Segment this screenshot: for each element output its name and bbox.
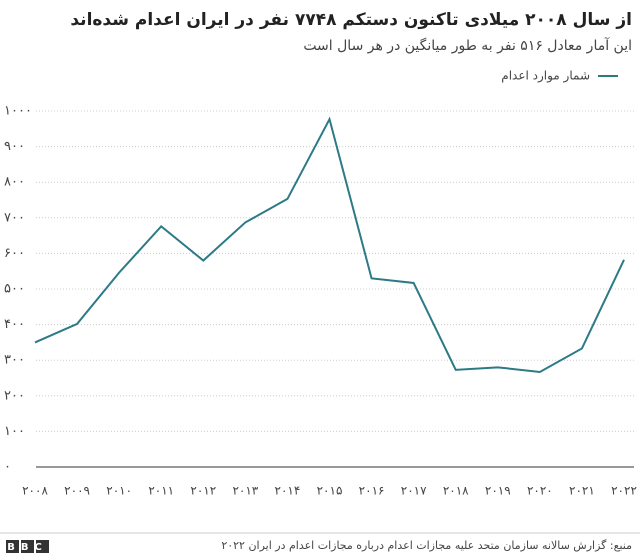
x-tick-label: ۲۰۰۹ — [64, 484, 90, 498]
y-tick-label: ۷۰۰ — [4, 210, 25, 225]
legend-label: شمار موارد اعدام — [501, 69, 590, 84]
x-tick-label: ۲۰۱۷ — [401, 484, 427, 498]
x-tick-label: ۲۰۲۰ — [527, 484, 553, 498]
logo-text: BBC — [7, 542, 48, 553]
y-tick-label: ۳۰۰ — [4, 353, 25, 368]
x-tick-label: ۲۰۱۸ — [443, 484, 469, 498]
x-tick-label: ۲۰۱۶ — [359, 484, 385, 498]
y-tick-label: ۸۰۰ — [4, 175, 25, 190]
y-tick-label: ۶۰۰ — [4, 246, 25, 261]
x-tick-label: ۲۰۱۵ — [317, 484, 343, 498]
x-tick-label: ۲۰۲۱ — [569, 484, 595, 498]
data-line — [34, 116, 625, 373]
x-tick-label: ۲۰۱۱ — [148, 484, 174, 498]
chart-title: از سال ۲۰۰۸ میلادی تاکنون دستکم ۷۷۴۸ نفر… — [70, 10, 632, 30]
logo — [6, 540, 49, 553]
y-tick-label: ۴۰۰ — [4, 317, 25, 332]
y-tick-label: ۹۰۰ — [4, 139, 25, 154]
x-tick-label: ۲۰۱۹ — [485, 484, 511, 498]
chart-subtitle: این آمار معادل ۵۱۶ نفر به طور میانگین در… — [303, 37, 632, 54]
x-tick-label: ۲۰۱۳ — [232, 484, 258, 498]
y-tick-label: ۱۰۰ — [4, 424, 25, 439]
y-tick-label: ۲۰۰ — [4, 388, 25, 403]
x-tick-label: ۲۰۰۸ — [22, 484, 48, 498]
x-tick-label: ۲۰۱۴ — [275, 484, 301, 498]
x-tick-label: ۲۰۱۲ — [190, 484, 216, 498]
y-tick-label: ۱۰۰۰ — [4, 104, 32, 119]
x-tick-label: ۲۰۱۰ — [106, 484, 132, 498]
y-tick-label: ۵۰۰ — [4, 282, 25, 297]
x-tick-label: ۲۰۲۲ — [611, 484, 637, 498]
y-tick-label: ۰ — [4, 460, 11, 475]
source: منبع: گزارش سالانه سازمان متحد علیه مجاز… — [221, 539, 632, 552]
